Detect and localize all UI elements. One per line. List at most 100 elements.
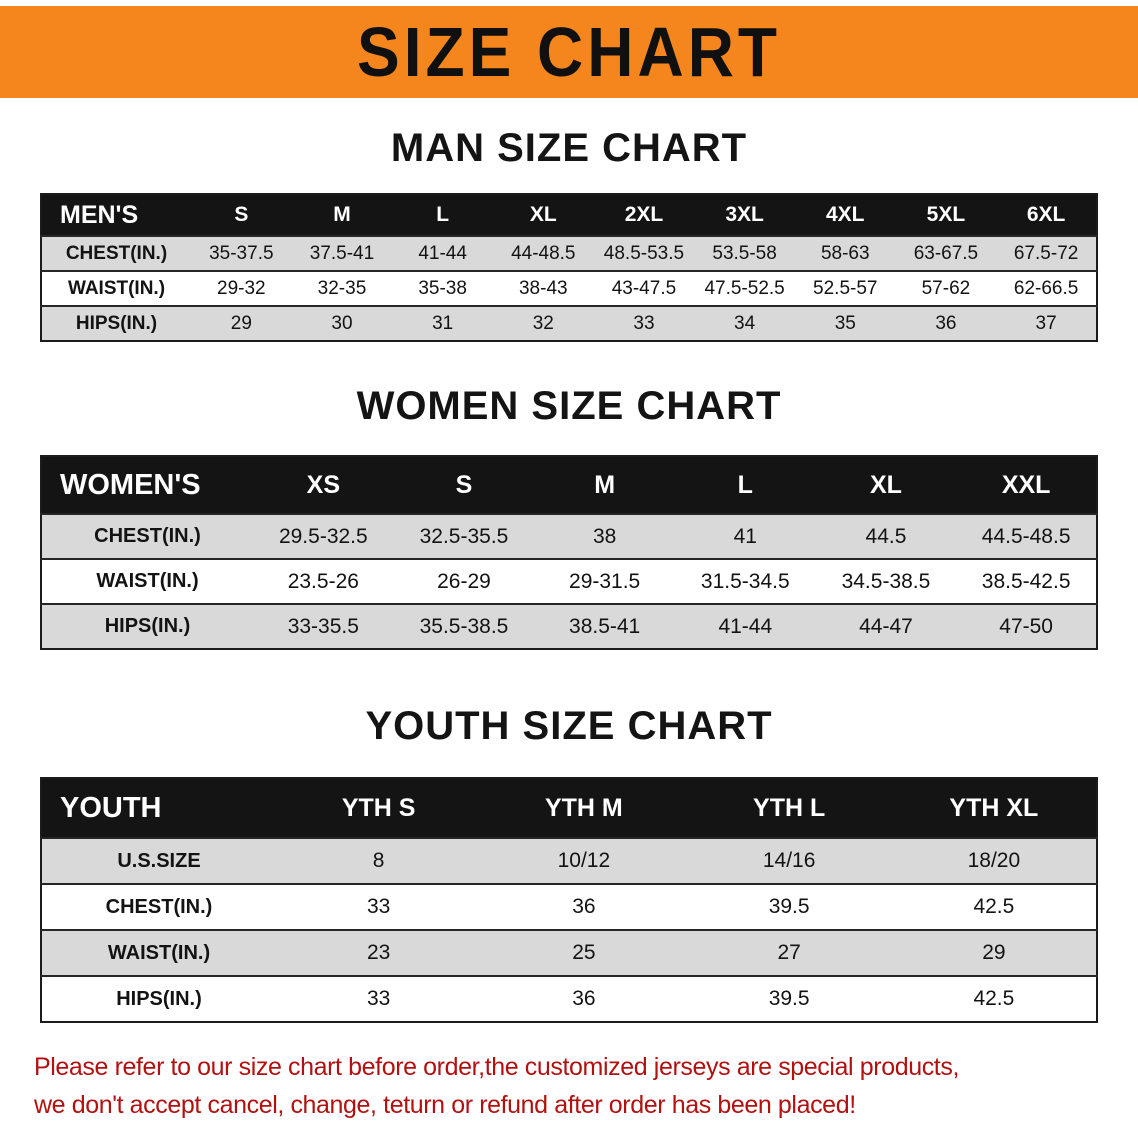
value-cell: 8 <box>276 837 482 884</box>
value-cell: 29-31.5 <box>534 558 675 604</box>
value-cell: 34.5-38.5 <box>815 558 957 604</box>
row-label-cell: HIPS(IN.) <box>41 305 191 341</box>
size-header-cell: YTH L <box>686 778 892 838</box>
value-cell: 29.5-32.5 <box>253 513 394 559</box>
value-cell: 52.5-57 <box>794 270 896 306</box>
value-cell: 26-29 <box>393 558 535 604</box>
value-cell: 14/16 <box>686 837 892 884</box>
value-cell: 29 <box>891 929 1097 976</box>
size-header-cell: 5XL <box>895 194 997 236</box>
value-cell: 32.5-35.5 <box>393 513 535 559</box>
row-label-cell: CHEST(IN.) <box>41 513 253 559</box>
value-cell: 41-44 <box>392 235 493 271</box>
value-cell: 38 <box>534 513 675 559</box>
value-cell: 34 <box>694 305 795 341</box>
order-policy-note-line1: Please refer to our size chart before or… <box>34 1053 959 1081</box>
value-cell: 41-44 <box>674 603 816 649</box>
youth-size-table: YOUTH YTH S YTH M YTH L YTH XL U.S.SIZE 8 10/12… <box>40 777 1098 1023</box>
value-cell: 62-66.5 <box>996 270 1097 306</box>
value-cell: 58-63 <box>794 235 896 271</box>
value-cell: 57-62 <box>895 270 997 306</box>
size-chart-banner: SIZE CHART <box>0 6 1138 98</box>
value-cell: 38.5-42.5 <box>956 558 1097 604</box>
value-cell: 39.5 <box>686 975 892 1022</box>
order-policy-note: Please refer to our size chart before or… <box>34 1049 1138 1124</box>
size-header-cell: 6XL <box>996 194 1097 236</box>
size-header-cell: S <box>191 194 292 236</box>
value-cell: 35.5-38.5 <box>393 603 535 649</box>
value-cell: 67.5-72 <box>996 235 1097 271</box>
size-header-cell: YTH S <box>276 778 482 838</box>
value-cell: 47-50 <box>956 603 1097 649</box>
table-row: CHEST(IN.) 29.5-32.5 32.5-35.5 38 41 44.5 44.5… <box>41 513 1097 559</box>
value-cell: 32-35 <box>291 270 393 306</box>
value-cell: 44-48.5 <box>492 235 594 271</box>
table-header-row: MEN'S S M L XL 2XL 3XL 4XL 5XL 6XL <box>41 194 1097 236</box>
value-cell: 44.5-48.5 <box>956 513 1097 559</box>
value-cell: 33 <box>593 305 695 341</box>
value-cell: 42.5 <box>891 883 1097 930</box>
value-cell: 37.5-41 <box>291 235 393 271</box>
table-title-cell: WOMEN'S <box>41 456 253 514</box>
value-cell: 23.5-26 <box>253 558 394 604</box>
table-row: HIPS(IN.) 33 36 39.5 42.5 <box>41 975 1097 1022</box>
size-header-cell: YTH M <box>481 778 687 838</box>
value-cell: 36 <box>481 975 687 1022</box>
size-header-cell: XXL <box>956 456 1097 514</box>
value-cell: 35-38 <box>392 270 493 306</box>
order-policy-note-line2: we don't accept cancel, change, teturn o… <box>34 1090 856 1119</box>
value-cell: 27 <box>686 929 892 976</box>
value-cell: 33 <box>276 975 482 1022</box>
table-row: CHEST(IN.) 33 36 39.5 42.5 <box>41 883 1097 930</box>
value-cell: 38.5-41 <box>534 603 675 649</box>
size-header-cell: M <box>291 194 393 236</box>
value-cell: 31.5-34.5 <box>674 558 816 604</box>
value-cell: 35-37.5 <box>191 235 292 271</box>
size-header-cell: 2XL <box>593 194 695 236</box>
youth-size-chart-heading: YOUTH SIZE CHART <box>365 704 773 748</box>
men-size-table: MEN'S S M L XL 2XL 3XL 4XL 5XL 6XL CHEST(IN.) 35-37… <box>40 193 1098 342</box>
table-row: HIPS(IN.) 29 30 31 32 33 34 35 36 37 <box>41 305 1097 341</box>
table-title-cell: MEN'S <box>41 194 191 236</box>
value-cell: 32 <box>492 305 594 341</box>
value-cell: 36 <box>895 305 997 341</box>
row-label-cell: HIPS(IN.) <box>41 603 253 649</box>
size-header-cell: S <box>393 456 535 514</box>
table-header-row: WOMEN'S XS S M L XL XXL <box>41 456 1097 514</box>
banner-title: SIZE CHART <box>357 13 781 91</box>
value-cell: 47.5-52.5 <box>694 270 795 306</box>
value-cell: 25 <box>481 929 687 976</box>
value-cell: 44.5 <box>815 513 957 559</box>
value-cell: 18/20 <box>891 837 1097 884</box>
row-label-cell: CHEST(IN.) <box>41 235 191 271</box>
value-cell: 43-47.5 <box>593 270 695 306</box>
row-label-cell: WAIST(IN.) <box>41 929 276 976</box>
size-header-cell: 4XL <box>794 194 896 236</box>
women-size-chart-heading: WOMEN SIZE CHART <box>356 384 782 428</box>
row-label-cell: WAIST(IN.) <box>41 558 253 604</box>
table-row: CHEST(IN.) 35-37.5 37.5-41 41-44 44-48.5 48.5… <box>41 235 1097 271</box>
row-label-cell: U.S.SIZE <box>41 837 276 884</box>
table-row: WAIST(IN.) 29-32 32-35 35-38 38-43 43-47.5 47.… <box>41 270 1097 306</box>
table-header-row: YOUTH YTH S YTH M YTH L YTH XL <box>41 778 1097 838</box>
size-header-cell: 3XL <box>694 194 795 236</box>
table-row: U.S.SIZE 8 10/12 14/16 18/20 <box>41 837 1097 884</box>
table-row: HIPS(IN.) 33-35.5 35.5-38.5 38.5-41 41-44 44-… <box>41 603 1097 649</box>
value-cell: 38-43 <box>492 270 594 306</box>
size-header-cell: L <box>674 456 816 514</box>
table-row: WAIST(IN.) 23 25 27 29 <box>41 929 1097 976</box>
value-cell: 37 <box>996 305 1097 341</box>
value-cell: 23 <box>276 929 482 976</box>
row-label-cell: HIPS(IN.) <box>41 975 276 1022</box>
table-row: WAIST(IN.) 23.5-26 26-29 29-31.5 31.5-34.5 34… <box>41 558 1097 604</box>
value-cell: 36 <box>481 883 687 930</box>
value-cell: 31 <box>392 305 493 341</box>
man-size-chart-heading: MAN SIZE CHART <box>390 126 748 170</box>
value-cell: 35 <box>794 305 896 341</box>
value-cell: 39.5 <box>686 883 892 930</box>
row-label-cell: CHEST(IN.) <box>41 883 276 930</box>
value-cell: 44-47 <box>815 603 957 649</box>
size-chart-page: SIZE CHART MAN SIZE CHART MEN'S S M L XL 2XL 3… <box>0 6 1138 1124</box>
value-cell: 29 <box>191 305 292 341</box>
value-cell: 41 <box>674 513 816 559</box>
